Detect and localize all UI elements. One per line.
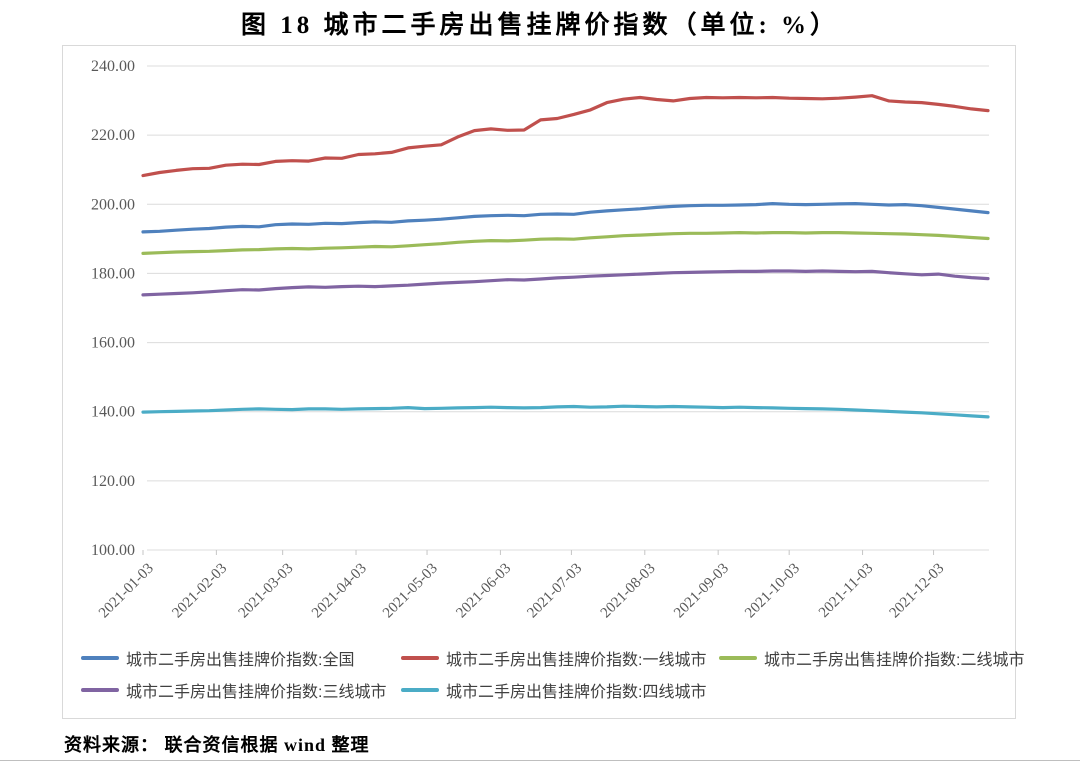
x-axis-tick-label: 2021-03-03 bbox=[236, 561, 297, 622]
x-axis-tick-label: 2021-02-03 bbox=[169, 561, 230, 622]
series-line-2 bbox=[141, 231, 990, 255]
series-line-3 bbox=[141, 269, 990, 297]
chart-title: 图 18 城市二手房出售挂牌价指数（单位: %） bbox=[240, 12, 840, 39]
legend-line-swatch bbox=[401, 656, 439, 660]
x-axis-tick-label: 2021-08-03 bbox=[598, 561, 659, 622]
y-axis-tick-label: 240.00 bbox=[91, 58, 135, 75]
legend-item-1: 城市二手房出售挂牌价指数:一线城市 bbox=[401, 648, 707, 669]
legend-item-4: 城市二手房出售挂牌价指数:四线城市 bbox=[401, 680, 707, 701]
x-axis-tick-label: 2021-12-03 bbox=[887, 561, 948, 622]
price-index-line-chart: 100.00 120.00 140.00 160.00 180.00 200.00 220.… bbox=[91, 58, 990, 622]
x-axis-tick-label: 2021-06-03 bbox=[453, 561, 514, 622]
y-axis-tick-label: 220.00 bbox=[91, 127, 135, 144]
legend-line-swatch bbox=[81, 688, 119, 692]
y-axis-tick-label: 200.00 bbox=[91, 196, 135, 213]
y-axis-tick-label: 100.00 bbox=[91, 542, 135, 559]
x-axis-tick-label: 2021-01-03 bbox=[96, 561, 157, 622]
legend-label: 城市二手房出售挂牌价指数:一线城市 bbox=[446, 652, 707, 669]
x-axis-tick-label: 2021-11-03 bbox=[816, 561, 876, 621]
series-line-1 bbox=[141, 94, 990, 178]
x-axis-tick-label: 2021-07-03 bbox=[524, 561, 585, 622]
x-axis-tick-label: 2021-09-03 bbox=[671, 561, 732, 622]
legend-item-0: 城市二手房出售挂牌价指数:全国 bbox=[81, 648, 355, 669]
y-axis-tick-label: 160.00 bbox=[91, 335, 135, 352]
x-axis-tick-label: 2021-04-03 bbox=[309, 561, 370, 622]
legend-label: 城市二手房出售挂牌价指数:二线城市 bbox=[764, 652, 1025, 669]
x-axis-tick-label: 2021-10-03 bbox=[742, 561, 803, 622]
legend-line-swatch bbox=[401, 688, 439, 692]
series-line-4 bbox=[141, 404, 990, 419]
series-line-0 bbox=[141, 202, 990, 234]
legend-item-3: 城市二手房出售挂牌价指数:三线城市 bbox=[81, 680, 387, 701]
legend-item-2: 城市二手房出售挂牌价指数:二线城市 bbox=[719, 648, 1025, 669]
legend-label: 城市二手房出售挂牌价指数:三线城市 bbox=[126, 684, 387, 701]
source-note: 资料来源： 联合资信根据 wind 整理 bbox=[64, 735, 370, 755]
legend-label: 城市二手房出售挂牌价指数:全国 bbox=[126, 652, 355, 669]
chart-area: 100.00 120.00 140.00 160.00 180.00 200.00 220.… bbox=[62, 45, 1024, 719]
legend-line-swatch bbox=[719, 656, 757, 660]
bottom-divider bbox=[0, 760, 1080, 761]
x-axis-tick-label: 2021-05-03 bbox=[380, 561, 441, 622]
y-axis-tick-label: 140.00 bbox=[91, 404, 135, 421]
legend-label: 城市二手房出售挂牌价指数:四线城市 bbox=[446, 684, 707, 701]
y-axis-tick-label: 180.00 bbox=[91, 265, 135, 282]
legend-line-swatch bbox=[81, 656, 119, 660]
y-axis-tick-label: 120.00 bbox=[91, 473, 135, 490]
